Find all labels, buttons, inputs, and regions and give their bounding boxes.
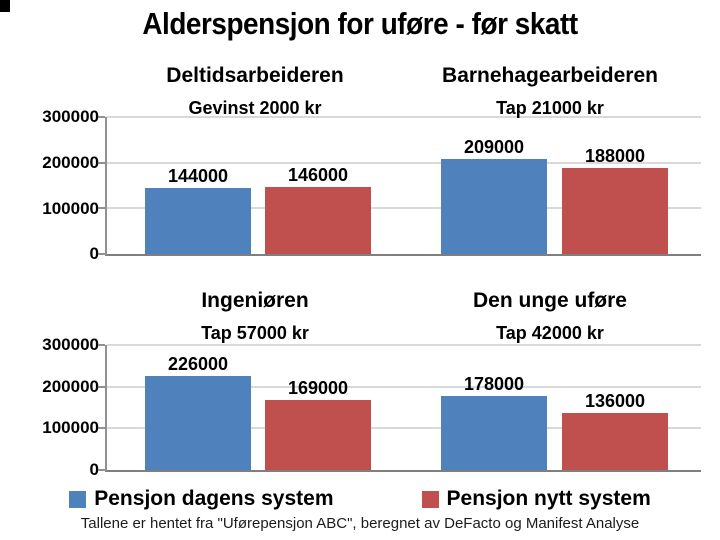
axis-tick — [98, 469, 105, 471]
bar-value-label: 136000 — [584, 391, 646, 411]
bar-pensjon-dagens-system — [441, 396, 547, 470]
axis-tick — [98, 207, 105, 210]
axis-tick — [98, 385, 105, 388]
panel-title-den-unge-ufore: Den unge uføre — [472, 289, 627, 312]
panel-subtitle-tap-42000: Tap 42000 kr — [496, 323, 604, 343]
y-tick-label-300000: 300000 — [42, 107, 99, 126]
bar-value-label: 188000 — [584, 146, 646, 166]
bar-pensjon-nytt-system — [562, 168, 668, 254]
legend-label: Pensjon nytt system — [446, 487, 651, 510]
panel-subtitle-tap-21000: Tap 21000 kr — [496, 98, 604, 118]
legend-swatch — [69, 490, 87, 508]
chart-legend: Pensjon dagens system Pensjon nytt syste… — [0, 486, 720, 512]
bar-value-label: 146000 — [287, 165, 349, 185]
bar-pensjon-dagens-system — [145, 376, 251, 470]
bar-value-label: 169000 — [287, 378, 349, 398]
legend-item-dagens-system: Pensjon dagens system — [69, 487, 334, 511]
bar-pensjon-nytt-system — [265, 187, 371, 254]
axis-tick — [98, 427, 105, 430]
panel-title-deltidsarbeideren: Deltidsarbeideren — [166, 64, 344, 87]
gridline-100000 — [107, 207, 701, 210]
bar-pensjon-dagens-system — [441, 159, 547, 254]
bar-pensjon-nytt-system — [562, 413, 668, 470]
axis-tick — [98, 161, 105, 164]
panel-subtitle-gevinst: Gevinst 2000 kr — [188, 98, 322, 118]
y-tick-label-100000: 100000 — [42, 418, 99, 437]
gridline-100000 — [107, 427, 701, 430]
y-tick-label-200000: 200000 — [42, 153, 99, 172]
axis-tick — [98, 253, 105, 255]
legend-swatch — [421, 490, 439, 508]
legend-item-nytt-system: Pensjon nytt system — [421, 487, 651, 511]
panel-subtitle-tap-57000: Tap 57000 kr — [201, 323, 309, 343]
panel-title-ingenioren: Ingeniøren — [201, 289, 309, 312]
slide-corner-mark — [0, 0, 10, 12]
bar-pensjon-nytt-system — [265, 400, 371, 470]
plot-row-2: 226000 169000 178000 136000 — [98, 344, 701, 472]
bar-pensjon-dagens-system — [145, 188, 251, 254]
gridline-200000 — [107, 161, 701, 164]
plot-row-1: 144000 146000 209000 188000 — [98, 116, 701, 256]
y-tick-label-100000: 100000 — [42, 199, 99, 218]
axis-tick — [98, 344, 105, 346]
gridline-300000 — [107, 344, 701, 346]
legend-label: Pensjon dagens system — [94, 487, 334, 510]
y-tick-label-0: 0 — [89, 244, 99, 263]
source-note: Tallene er hentet fra "Uførepensjon ABC"… — [80, 515, 640, 532]
page-title: Alderspensjon for uføre - før skatt — [142, 6, 578, 41]
y-tick-label-200000: 200000 — [42, 377, 99, 396]
axis-tick — [98, 116, 105, 118]
y-tick-label-0: 0 — [89, 460, 99, 479]
gridline-200000 — [107, 385, 701, 388]
y-tick-label-300000: 300000 — [42, 335, 99, 354]
gridline-300000 — [107, 116, 701, 118]
panel-title-barnehagearbeideren: Barnehagearbeideren — [442, 64, 658, 87]
bar-value-label: 144000 — [167, 166, 229, 186]
bar-value-label: 209000 — [463, 137, 525, 157]
bar-value-label: 178000 — [463, 374, 525, 394]
bar-value-label: 226000 — [167, 354, 229, 374]
